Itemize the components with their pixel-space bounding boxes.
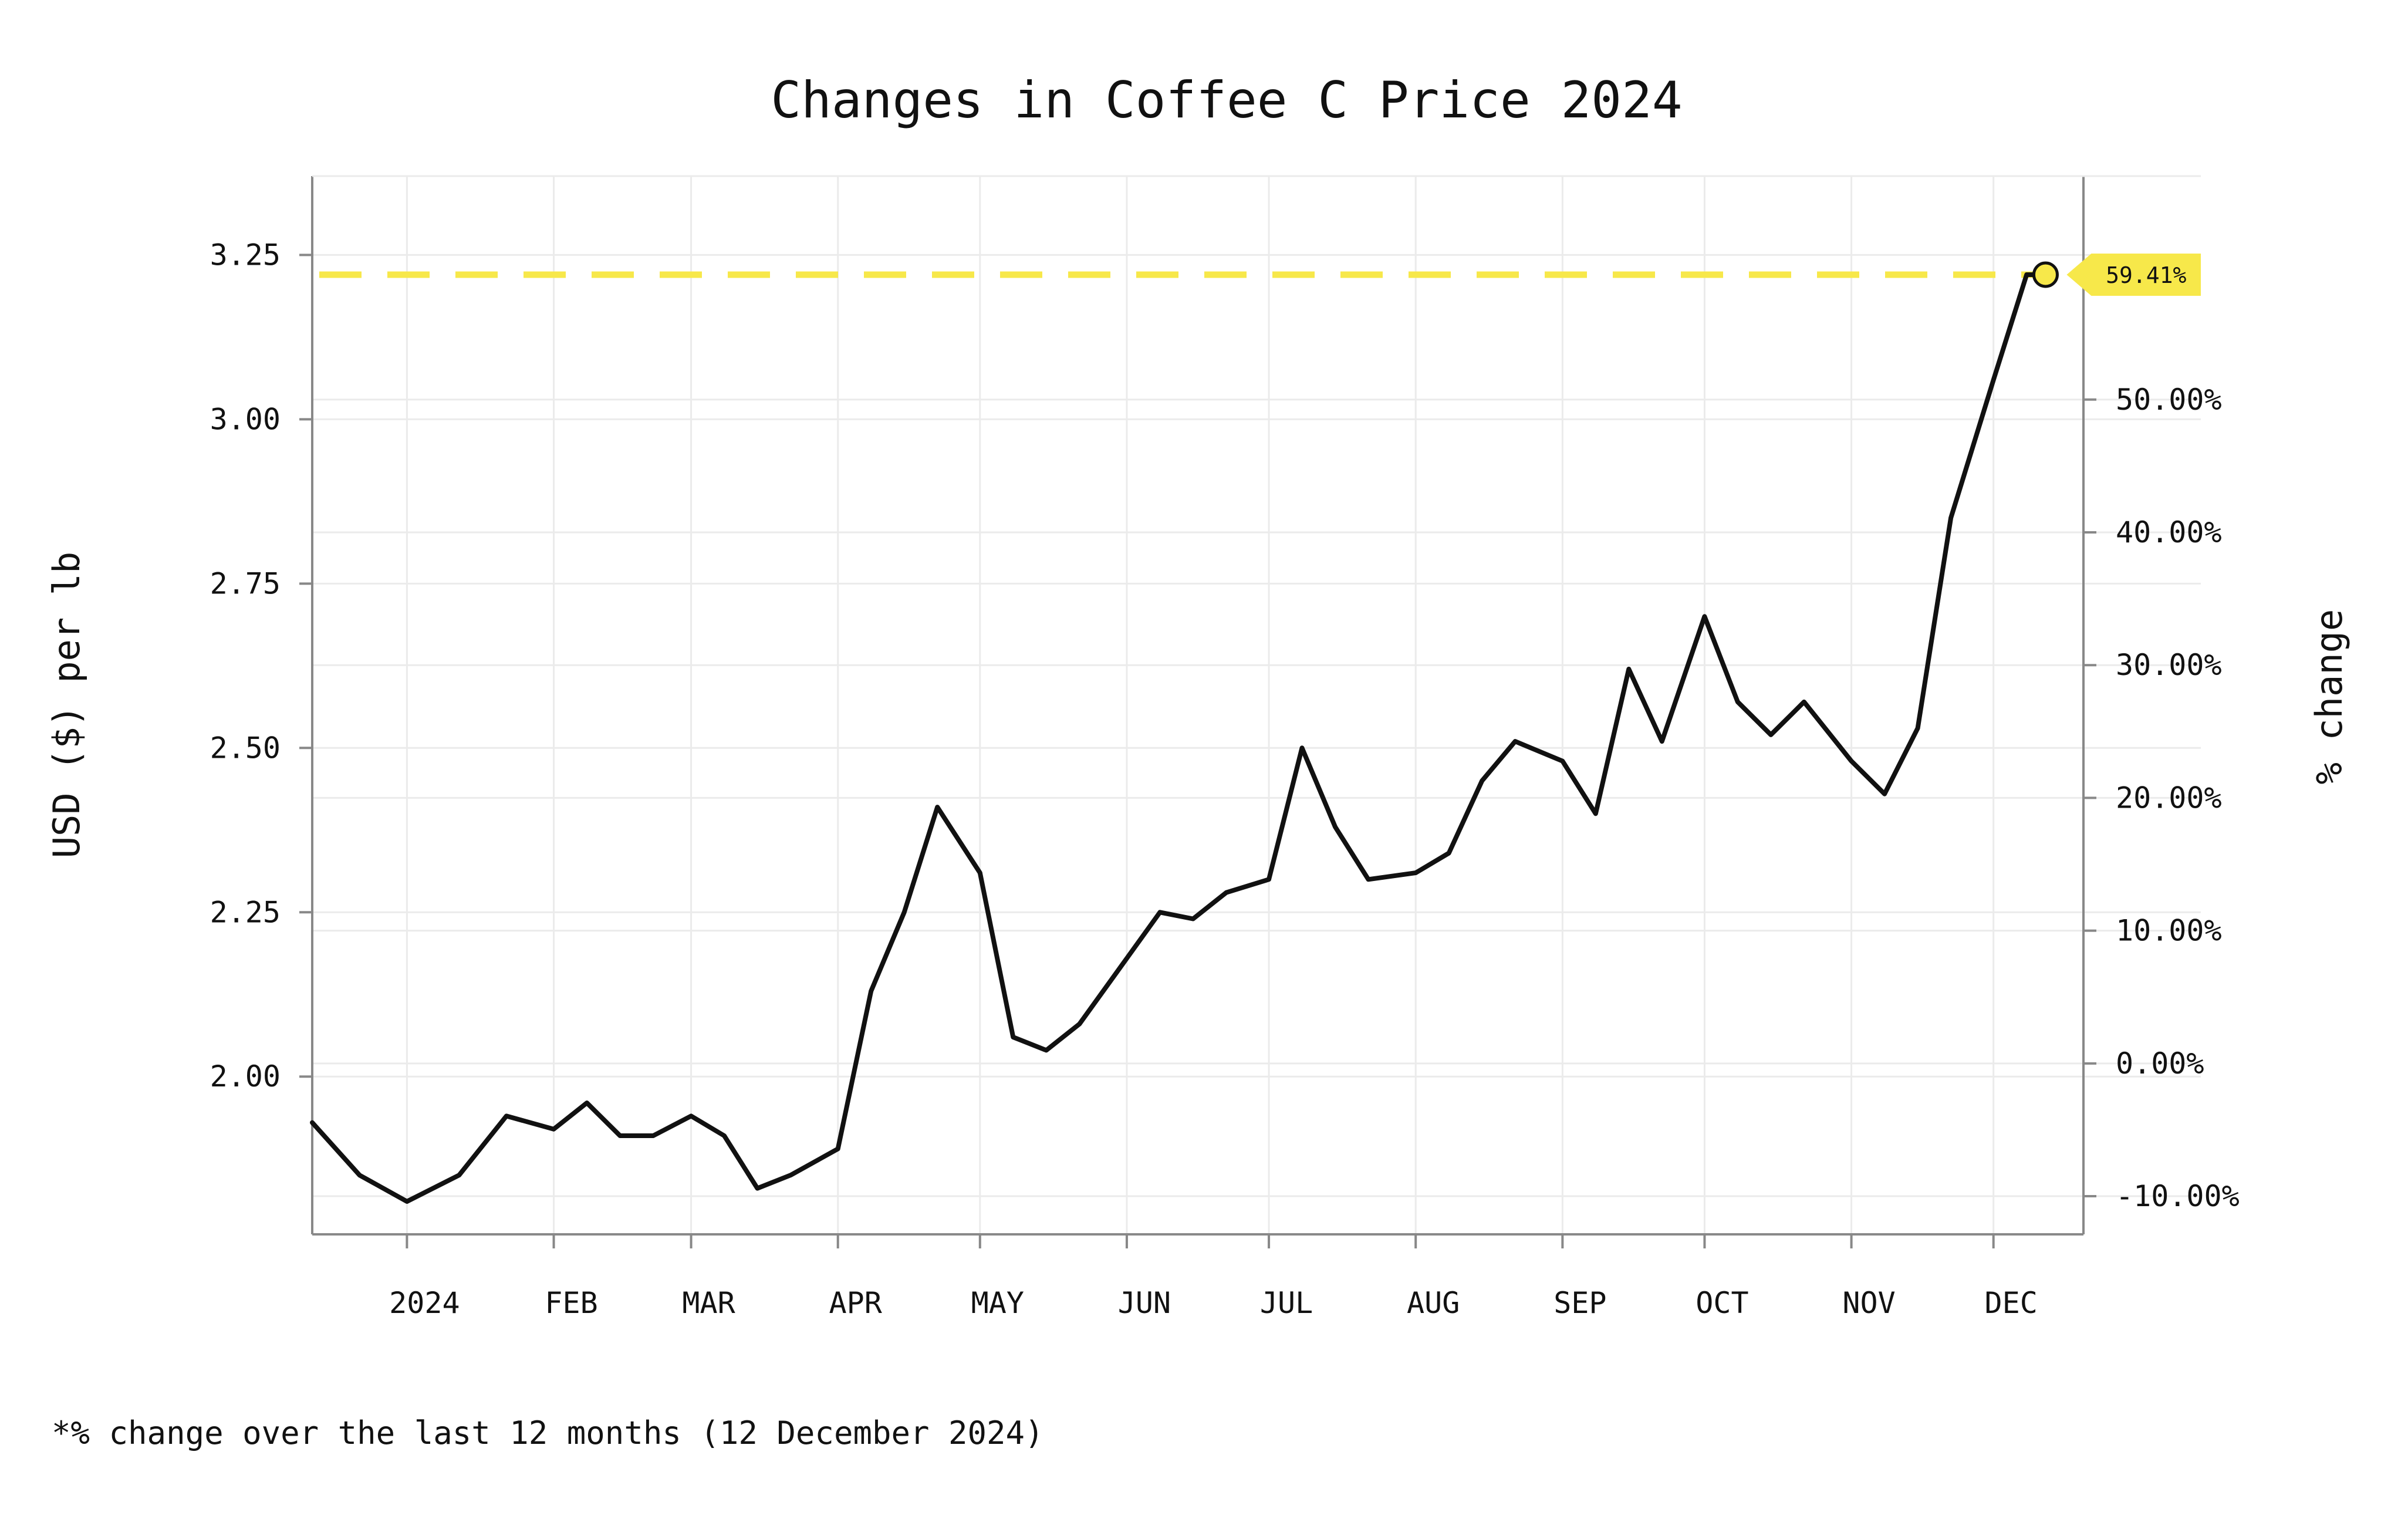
y2-tick-label: 10.00% xyxy=(2116,914,2222,948)
data-point xyxy=(1850,760,1853,762)
x-tick-label: MAY xyxy=(971,1286,1024,1320)
x-tick-label: 2024 xyxy=(389,1286,460,1320)
x-tick-label: APR xyxy=(829,1286,883,1320)
y-tick-label: 2.75 xyxy=(210,566,281,600)
data-point xyxy=(936,806,939,809)
data-point xyxy=(1916,727,1919,730)
data-point xyxy=(1769,733,1772,736)
x-tick-label: JUN xyxy=(1118,1286,1171,1320)
data-point xyxy=(1414,872,1417,875)
data-point xyxy=(652,1135,655,1137)
x-tick-label: NOV xyxy=(1842,1286,1895,1320)
y-tick-label: 2.50 xyxy=(210,731,281,765)
x-tick-label: OCT xyxy=(1696,1286,1748,1320)
y2-tick-label: 30.00% xyxy=(2116,648,2222,682)
x-tick-label: MAR xyxy=(682,1286,735,1320)
data-point xyxy=(1992,379,1995,382)
y2-axis-ticks: -10.00% 0.00% 10.00% 20.00% 30.00% 40.00% 50.0… xyxy=(2083,383,2240,1213)
data-point xyxy=(1191,917,1194,920)
data-point xyxy=(1301,747,1303,750)
y-tick-label: 2.00 xyxy=(210,1059,281,1093)
data-point xyxy=(1802,700,1805,703)
data-point xyxy=(836,1147,839,1150)
footnote: *% change over the last 12 months (12 De… xyxy=(52,1415,1044,1452)
data-point xyxy=(1950,517,1953,519)
data-point xyxy=(586,1102,589,1105)
y-axis-title: USD ($) per lb xyxy=(45,552,88,859)
data-point xyxy=(1736,700,1739,703)
data-point xyxy=(406,1200,408,1203)
y2-tick-label: -10.00% xyxy=(2116,1179,2240,1213)
data-point xyxy=(1514,740,1517,743)
data-point xyxy=(690,1115,693,1118)
x-tick-label: AUG xyxy=(1407,1286,1460,1320)
data-point xyxy=(870,990,873,993)
x-tick-label: DEC xyxy=(1985,1286,2038,1320)
data-point xyxy=(1159,911,1161,914)
data-point xyxy=(1225,891,1228,894)
data-point xyxy=(1334,825,1337,828)
percent-change-label: 59.41% xyxy=(2106,262,2186,288)
callout-group: 59.41% xyxy=(2032,253,2201,296)
y-tick-label: 3.25 xyxy=(210,238,281,272)
data-point xyxy=(1703,615,1706,618)
y-axis-ticks: 2.00 2.25 2.50 2.75 3.00 3.25 xyxy=(210,238,312,1093)
y-tick-label: 2.25 xyxy=(210,895,281,929)
y2-tick-label: 20.00% xyxy=(2116,781,2222,815)
data-point xyxy=(619,1135,622,1137)
data-point xyxy=(505,1115,508,1118)
x-tick-label: JUL xyxy=(1260,1286,1313,1320)
data-point xyxy=(1883,792,1886,795)
data-point xyxy=(1078,1022,1081,1025)
data-point xyxy=(1447,852,1450,855)
data-point xyxy=(1045,1049,1048,1052)
x-axis-ticks: 2024 FEB MAR APR MAY JUN JUL AUG SEP OCT NOV DEC xyxy=(389,1234,2038,1320)
x-tick-label: FEB xyxy=(545,1286,597,1320)
data-point xyxy=(1125,957,1128,960)
data-point xyxy=(1268,878,1271,881)
x-tick-label: SEP xyxy=(1553,1286,1606,1320)
y2-axis-title: % change xyxy=(2308,609,2350,785)
data-point xyxy=(1561,760,1564,762)
data-point xyxy=(1660,740,1663,743)
data-point xyxy=(903,911,906,914)
data-point xyxy=(1627,667,1630,670)
data-point xyxy=(978,872,981,875)
gridlines xyxy=(312,176,2201,1234)
series-line xyxy=(310,272,2048,1204)
y2-tick-label: 40.00% xyxy=(2116,515,2222,549)
data-point xyxy=(1594,812,1597,815)
data-point xyxy=(458,1174,461,1177)
data-point xyxy=(1481,779,1484,782)
data-point xyxy=(789,1174,792,1177)
last-point-marker xyxy=(2032,261,2059,288)
data-point xyxy=(552,1128,555,1130)
data-point xyxy=(1367,878,1370,881)
data-point xyxy=(358,1174,361,1177)
y-tick-label: 3.00 xyxy=(210,402,281,436)
data-point xyxy=(723,1135,726,1137)
data-point xyxy=(756,1187,759,1190)
percent-change-tag xyxy=(2066,253,2201,296)
data-point xyxy=(1012,1036,1015,1039)
data-point xyxy=(311,1121,313,1124)
chart-title: Changes in Coffee C Price 2024 xyxy=(771,71,1682,130)
y2-tick-label: 50.00% xyxy=(2116,383,2222,417)
series-group xyxy=(310,272,2048,1204)
y2-tick-label: 0.00% xyxy=(2116,1047,2204,1081)
data-point xyxy=(2025,273,2028,276)
